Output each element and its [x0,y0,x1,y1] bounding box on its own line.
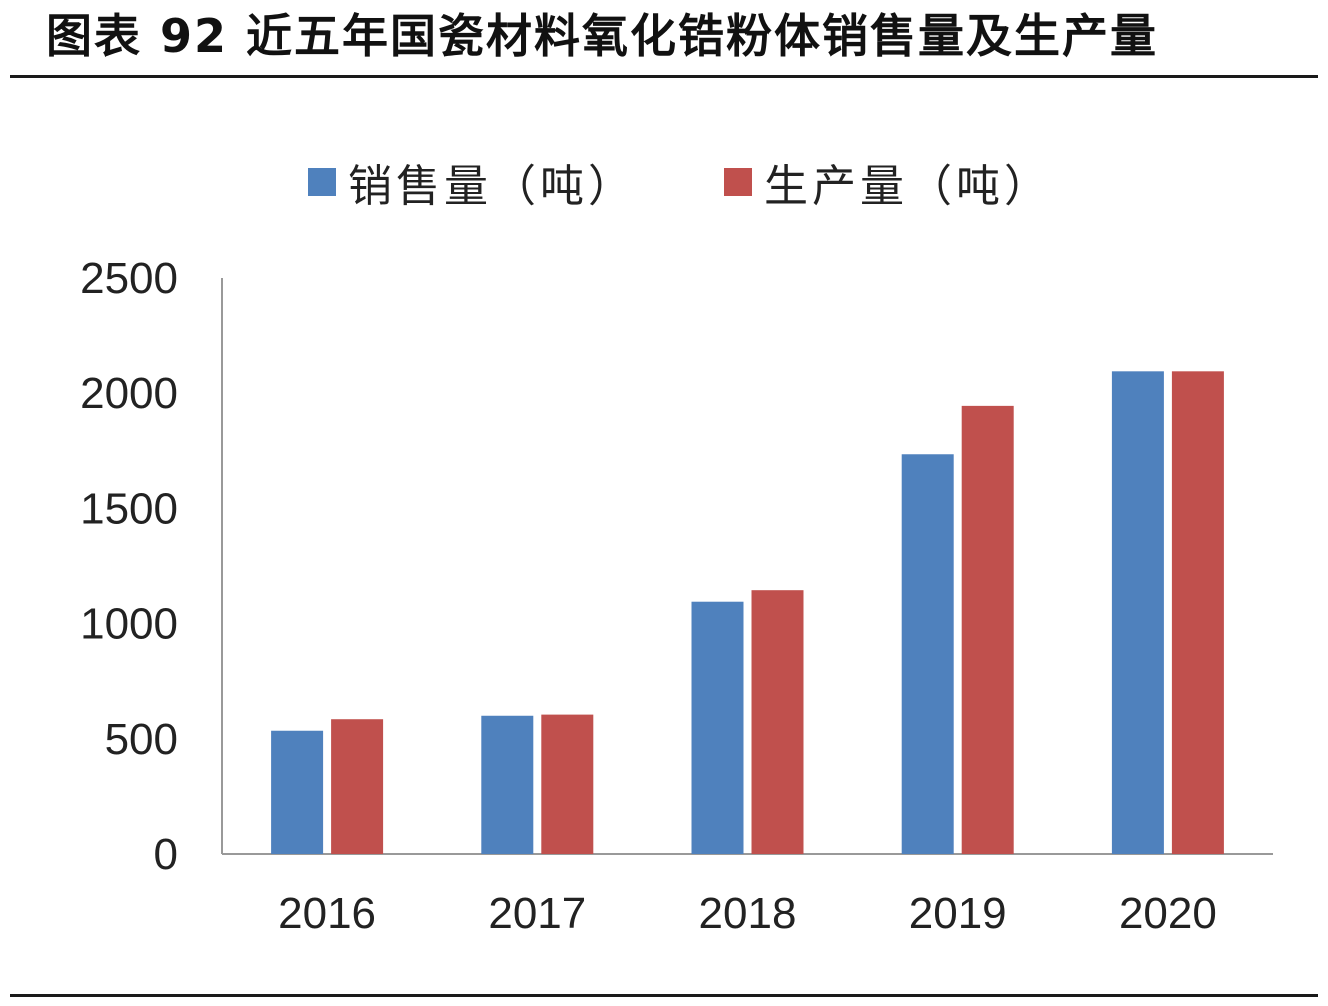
bottom-rule [10,994,1318,997]
y-tick-label: 1000 [80,600,178,649]
y-tick-label: 500 [105,715,178,764]
x-tick-label: 2018 [699,889,797,938]
title-underline [10,75,1318,78]
legend-label-sales: 销售量（吨） [348,161,636,212]
x-tick-label: 2019 [909,889,1007,938]
legend-item-production: 生产量（吨） [724,150,1052,214]
bar-sales [691,601,744,854]
y-tick-label: 2000 [80,369,178,418]
bar-production [961,405,1014,854]
x-tick-label: 2020 [1119,889,1217,938]
legend-item-sales: 销售量（吨） [308,150,636,214]
bar-sales [271,730,324,854]
legend-label-production: 生产量（吨） [764,161,1052,212]
bar-production [331,719,384,854]
y-tick-label: 1500 [80,484,178,533]
bar-sales [481,715,534,854]
x-tick-label: 2016 [278,889,376,938]
legend-swatch-production [724,168,752,196]
bar-production [541,714,594,854]
page-title: 图表 92 近五年国瓷材料氧化锆粉体销售量及生产量 [46,9,1159,63]
y-tick-label: 0 [154,830,178,879]
bar-production [1171,371,1224,854]
legend-swatch-sales [308,168,336,196]
bar-production [751,590,804,854]
bar-sales [901,454,954,854]
y-tick-label: 2500 [80,254,178,303]
x-tick-label: 2017 [488,889,586,938]
bar-sales [1111,371,1164,854]
chart-legend: 销售量（吨） 生产量（吨） [0,150,1328,212]
